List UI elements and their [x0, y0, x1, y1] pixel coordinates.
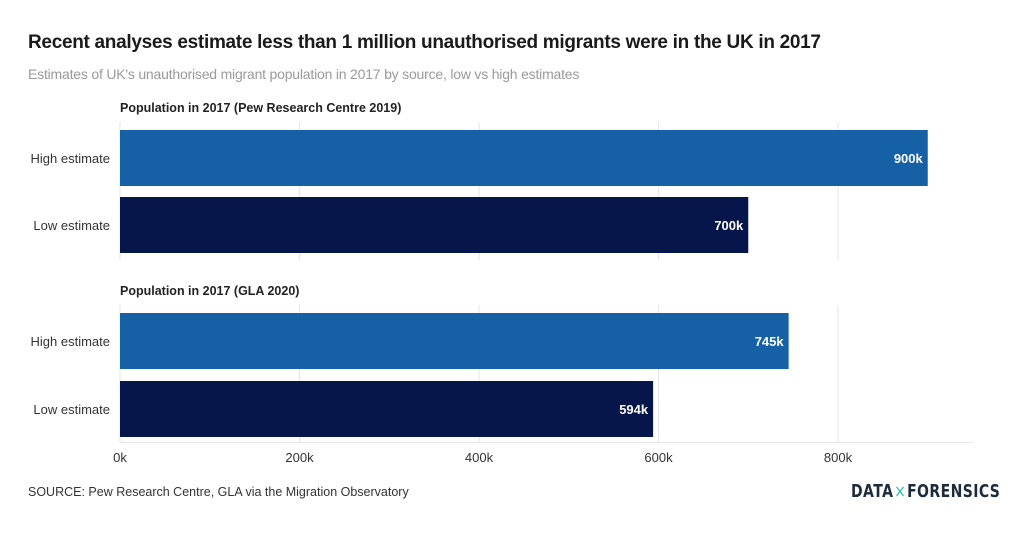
data-label: 745k: [755, 334, 785, 349]
x-tick-label: 200k: [285, 450, 314, 465]
x-tick-label: 600k: [644, 450, 673, 465]
logo-text-forensics: FORENSICS: [907, 481, 1001, 502]
category-label: High estimate: [31, 151, 110, 166]
bar-low-estimate: [120, 381, 654, 437]
bar-high-estimate: [120, 130, 928, 186]
chart-title: Recent analyses estimate less than 1 mil…: [28, 32, 821, 53]
data-label: 700k: [714, 218, 744, 233]
bar-high-estimate: [120, 313, 789, 369]
x-tick-label: 400k: [465, 450, 494, 465]
x-tick-label: 0k: [113, 450, 127, 465]
category-label: High estimate: [31, 334, 110, 349]
category-label: Low estimate: [33, 218, 110, 233]
category-label: Low estimate: [33, 402, 110, 417]
bar-low-estimate: [120, 197, 749, 253]
logo-x-mark: ×: [894, 481, 907, 502]
panel-title: Population in 2017 (Pew Research Centre …: [120, 101, 401, 115]
source-note: SOURCE: Pew Research Centre, GLA via the…: [28, 485, 409, 499]
data-label: 900k: [894, 151, 924, 166]
data-forensics-logo: DATA×FORENSICS: [851, 481, 1000, 502]
data-label: 594k: [619, 402, 649, 417]
panel-title: Population in 2017 (GLA 2020): [120, 284, 299, 298]
chart-subtitle: Estimates of UK's unauthorised migrant p…: [28, 66, 580, 82]
x-tick-label: 800k: [824, 450, 853, 465]
logo-text-data: DATA: [851, 481, 894, 502]
